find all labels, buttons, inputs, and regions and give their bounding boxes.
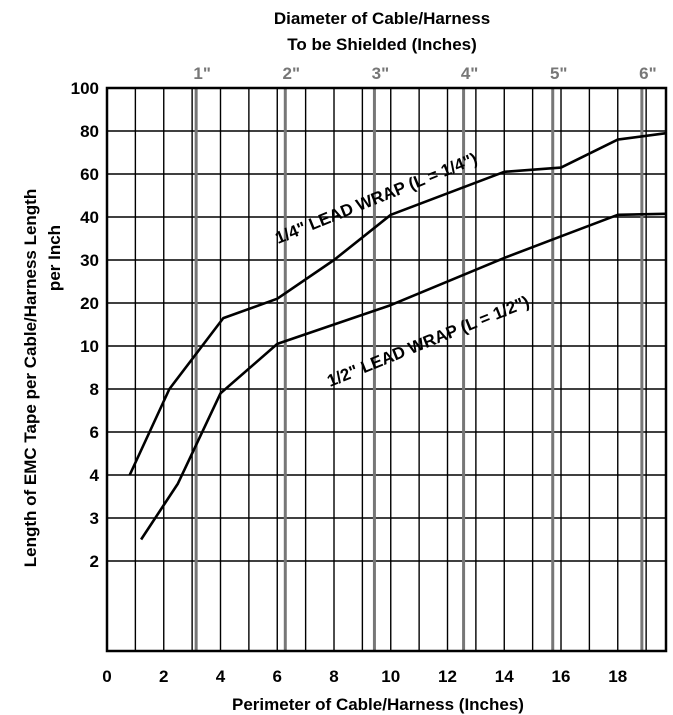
top-tick-label: 4" (461, 64, 479, 83)
top-tick-label: 6" (639, 64, 657, 83)
y-tick-label: 6 (90, 423, 99, 442)
y-tick-label: 40 (80, 208, 99, 227)
y-tick-label: 100 (71, 79, 99, 98)
y-tick-label: 20 (80, 294, 99, 313)
series-line-half-inch (140, 212, 667, 541)
x-tick-label: 6 (273, 667, 282, 686)
x-tick-label: 2 (159, 667, 168, 686)
y-tick-label: 60 (80, 165, 99, 184)
y-axis-title-line1: Length of EMC Tape per Cable/Harness Len… (21, 189, 40, 567)
series-label-half-inch: 1/2" LEAD WRAP (L = 1/2") (324, 292, 532, 391)
y-tick-label: 8 (90, 380, 99, 399)
x-tick-label: 4 (216, 667, 226, 686)
x-tick-label: 10 (381, 667, 400, 686)
y-tick-label: 2 (90, 552, 99, 571)
grid (106, 87, 666, 651)
x-tick-label: 18 (608, 667, 627, 686)
top-axis-title-line1: Diameter of Cable/Harness (274, 9, 490, 28)
x-tick-label: 0 (102, 667, 111, 686)
x-tick-label: 16 (552, 667, 571, 686)
x-axis-title: Perimeter of Cable/Harness (Inches) (232, 695, 524, 714)
diameter-lines (194, 88, 644, 651)
top-tick-label: 1" (193, 64, 211, 83)
y-tick-label: 3 (90, 509, 99, 528)
y-tick-label: 80 (80, 122, 99, 141)
top-tick-label: 3" (372, 64, 390, 83)
y-axis-title-line2: per Inch (45, 225, 64, 291)
x-tick-label: 8 (329, 667, 338, 686)
series-lines (128, 131, 667, 541)
series-label-quarter-inch: 1/4" LEAD WRAP (L = 1/4") (272, 149, 480, 248)
y-tick-label: 4 (90, 466, 100, 485)
x-tick-label: 12 (438, 667, 457, 686)
series-line-quarter-inch (128, 131, 667, 476)
top-axis-title-line2: To be Shielded (Inches) (287, 35, 477, 54)
y-tick-label: 30 (80, 251, 99, 270)
top-tick-label: 5" (550, 64, 568, 83)
top-tick-label: 2" (283, 64, 301, 83)
x-tick-label: 14 (495, 667, 514, 686)
y-tick-label: 10 (80, 337, 99, 356)
plot-frame (105, 86, 668, 653)
